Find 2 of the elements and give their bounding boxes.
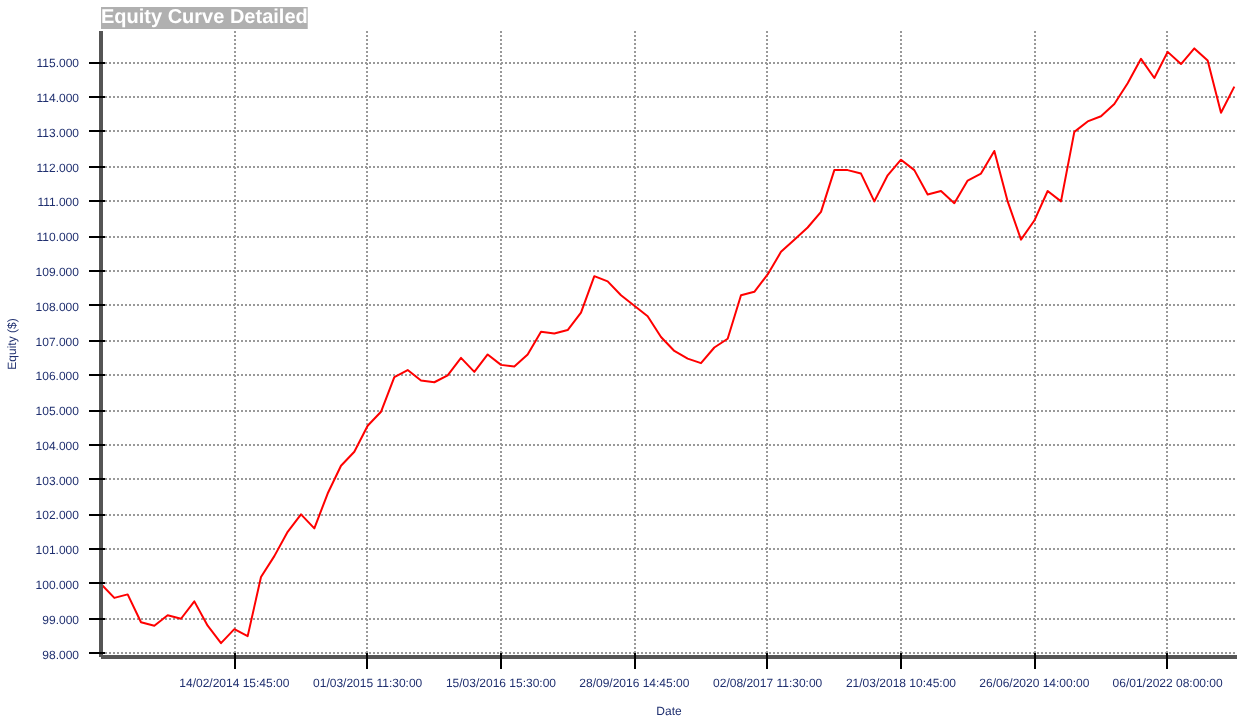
line-series	[101, 47, 1236, 645]
chart-title: Equity Curve Detailed	[101, 7, 308, 29]
